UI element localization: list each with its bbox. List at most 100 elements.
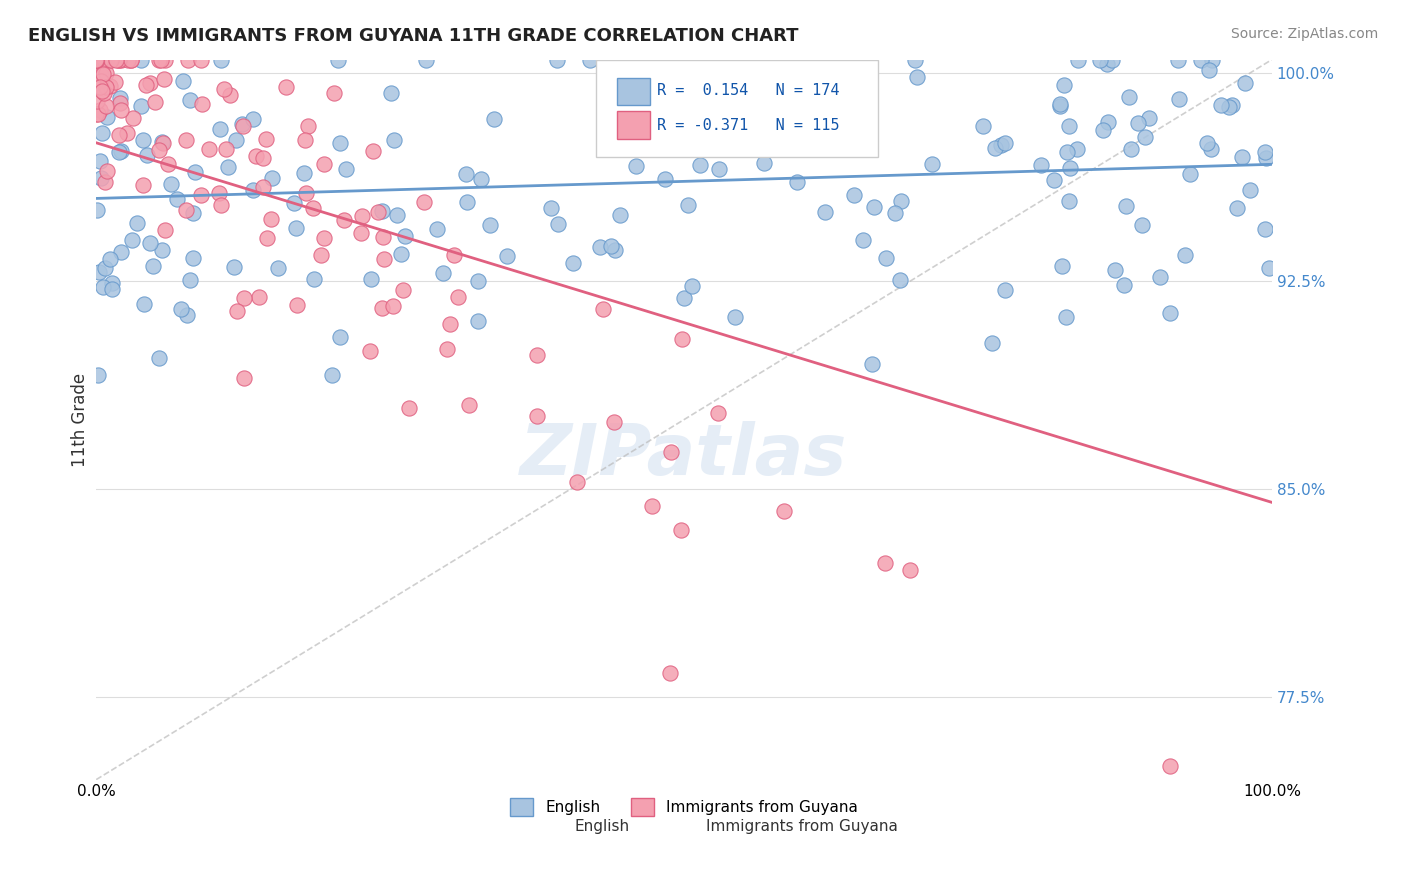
English <box>380 86 402 100</box>
English <box>181 206 204 220</box>
English <box>742 108 765 122</box>
Immigrants from Guyana <box>153 223 176 237</box>
Immigrants from Guyana <box>232 119 254 133</box>
English <box>921 157 943 171</box>
English <box>132 133 155 147</box>
Immigrants from Guyana <box>309 248 332 262</box>
English <box>93 261 115 276</box>
English <box>292 166 315 180</box>
English <box>605 243 627 257</box>
English <box>1133 129 1156 144</box>
English <box>1091 123 1114 137</box>
Immigrants from Guyana <box>274 79 297 94</box>
English <box>1199 142 1222 156</box>
English <box>1088 53 1111 67</box>
English <box>661 71 683 86</box>
Immigrants from Guyana <box>90 73 112 87</box>
English <box>1050 259 1073 273</box>
Immigrants from Guyana <box>772 504 794 518</box>
English <box>90 171 112 186</box>
English <box>242 112 264 127</box>
Immigrants from Guyana <box>100 53 122 67</box>
Immigrants from Guyana <box>152 136 174 151</box>
Immigrants from Guyana <box>245 149 267 163</box>
Immigrants from Guyana <box>108 95 131 110</box>
Immigrants from Guyana <box>190 53 212 67</box>
English <box>470 171 492 186</box>
English <box>179 94 201 108</box>
English <box>1097 57 1119 71</box>
Immigrants from Guyana <box>706 406 728 420</box>
English <box>734 53 756 67</box>
Immigrants from Guyana <box>312 231 335 245</box>
English <box>1254 222 1277 236</box>
Immigrants from Guyana <box>90 68 112 82</box>
Immigrants from Guyana <box>104 53 127 67</box>
Immigrants from Guyana <box>671 332 693 346</box>
Immigrants from Guyana <box>86 53 108 67</box>
English <box>142 259 165 273</box>
Immigrants from Guyana <box>209 198 232 212</box>
English <box>1149 269 1171 284</box>
English <box>669 53 692 67</box>
English <box>129 99 152 113</box>
Immigrants from Guyana <box>174 133 197 147</box>
English <box>1258 261 1281 276</box>
English <box>990 138 1012 153</box>
Immigrants from Guyana <box>90 84 112 98</box>
English <box>821 53 844 67</box>
Immigrants from Guyana <box>117 53 139 67</box>
Immigrants from Guyana <box>658 665 681 680</box>
Immigrants from Guyana <box>115 126 138 140</box>
English <box>1059 161 1081 175</box>
English <box>1218 99 1240 113</box>
English <box>754 155 776 169</box>
English <box>467 314 489 328</box>
English <box>166 193 188 207</box>
English <box>225 133 247 147</box>
English <box>1121 142 1143 156</box>
English <box>1168 92 1191 106</box>
English <box>860 357 883 371</box>
Immigrants from Guyana <box>135 78 157 92</box>
Immigrants from Guyana <box>260 211 283 226</box>
Immigrants from Guyana <box>93 53 115 67</box>
Immigrants from Guyana <box>526 348 548 362</box>
English <box>170 302 193 317</box>
Immigrants from Guyana <box>148 53 170 67</box>
English <box>654 172 676 186</box>
Immigrants from Guyana <box>86 53 108 67</box>
English <box>152 136 174 150</box>
Immigrants from Guyana <box>96 66 118 80</box>
English <box>863 200 886 214</box>
English <box>260 170 283 185</box>
English <box>87 265 110 279</box>
English <box>96 111 118 125</box>
English <box>454 167 477 181</box>
English <box>1101 53 1123 67</box>
English <box>456 194 478 209</box>
Immigrants from Guyana <box>96 80 118 95</box>
Immigrants from Guyana <box>1159 758 1181 772</box>
English <box>724 310 747 325</box>
Immigrants from Guyana <box>565 475 588 490</box>
Immigrants from Guyana <box>86 53 108 67</box>
English <box>172 74 194 88</box>
Immigrants from Guyana <box>176 53 198 67</box>
Immigrants from Guyana <box>436 342 458 356</box>
English <box>1054 310 1077 324</box>
Immigrants from Guyana <box>90 53 112 67</box>
English <box>540 201 562 215</box>
English <box>547 217 569 231</box>
English <box>360 272 382 286</box>
FancyBboxPatch shape <box>617 78 650 105</box>
Immigrants from Guyana <box>301 201 323 215</box>
Immigrants from Guyana <box>312 157 335 171</box>
English <box>267 260 290 275</box>
English <box>1226 202 1249 216</box>
Immigrants from Guyana <box>143 95 166 109</box>
English <box>179 273 201 287</box>
English <box>904 53 927 67</box>
English <box>482 112 505 127</box>
English <box>984 140 1007 154</box>
